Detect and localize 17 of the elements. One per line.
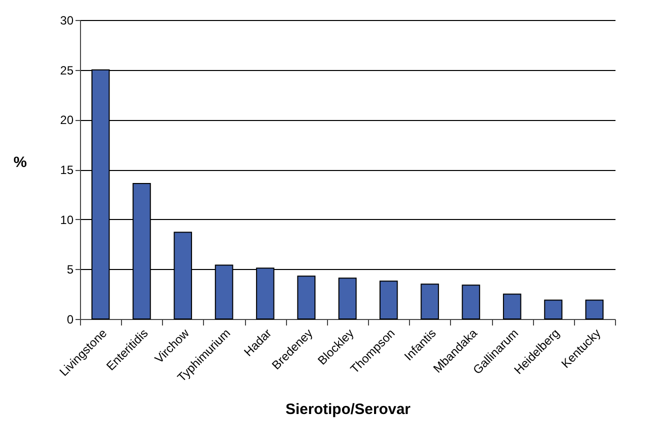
y-axis-title: % [13, 154, 27, 171]
bar [297, 276, 316, 320]
bar [380, 280, 398, 320]
bar [462, 284, 480, 320]
y-tick-label: 15 [60, 163, 74, 177]
bar [544, 300, 562, 320]
bar [585, 300, 604, 320]
y-tick-label: 25 [60, 63, 74, 78]
bar [338, 278, 357, 320]
y-tick-label: 20 [60, 113, 74, 128]
x-axis-title: Sierotipo/Serovar [285, 400, 411, 418]
y-tick-label: 10 [60, 212, 74, 227]
y-tick-label: 5 [66, 262, 74, 277]
bar [420, 284, 439, 320]
y-tick-label: 30 [60, 14, 74, 28]
y-tick-label: 0 [66, 312, 74, 326]
bar [502, 294, 522, 320]
